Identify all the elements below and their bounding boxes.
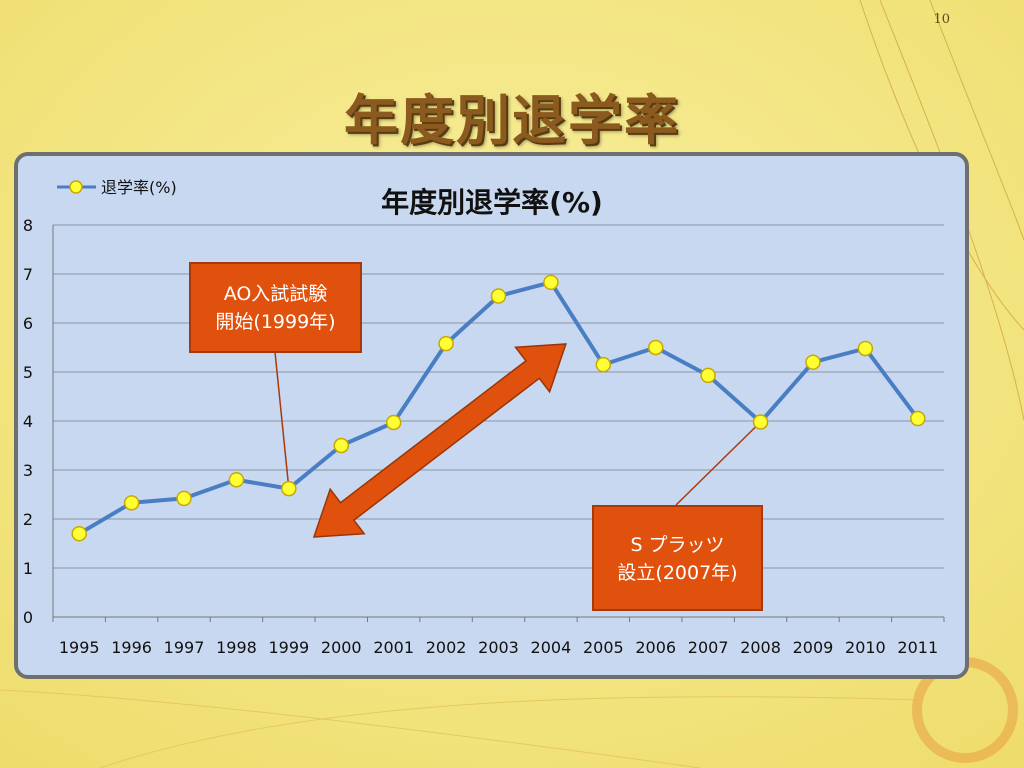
data-point-2011 [910,410,926,427]
x-tick-label: 2008 [740,638,781,657]
y-tick-label: 1 [23,559,33,578]
y-tick-label: 8 [23,216,33,235]
x-tick-label: 2005 [583,638,624,657]
data-point-2004 [543,274,559,291]
data-point-1998 [228,472,245,488]
callout-sp-line2: 設立(2007年) [617,562,738,584]
chart-title: 年度別退学率(%) [381,186,603,219]
y-tick-label: 4 [23,412,33,431]
x-tick-label: 2010 [845,638,886,657]
gridlines [53,224,944,618]
trend-arrow [312,343,567,538]
legend-label: 退学率(%) [101,178,177,197]
y-tick-label: 5 [23,363,33,382]
data-point-1999 [281,480,297,497]
x-tick-label: 2009 [793,638,834,657]
double-arrow [312,343,567,538]
data-point-1995 [71,525,87,542]
x-tick-label: 2004 [531,638,572,657]
data-point-1997 [176,490,192,507]
x-tick-label: 1997 [164,638,205,657]
callout-leaders [274,351,762,506]
axes: 0 1 2 3 4 5 6 7 8 1995 1996 1997 1998 1999 2000 2001 200… [23,216,945,657]
callout-ao-line1: AO入試試験 [223,283,328,305]
data-point-2000 [333,437,350,454]
x-tick-label: 2002 [426,638,467,657]
callout-s-platz: S プラッツ 設立(2007年) [592,505,763,611]
callout-ao-leader [274,351,290,489]
callout-sp-leader [675,421,762,506]
data-point-2008 [752,414,769,430]
x-tick-label: 2011 [897,638,938,657]
x-tick-label: 1998 [216,638,257,657]
data-point-1996 [123,495,140,511]
data-point-2002 [438,335,454,352]
callout-ao-line2: 開始(1999年) [215,311,336,333]
x-tick-label: 2003 [478,638,519,657]
x-tick-label: 1999 [268,638,309,657]
data-point-2010 [857,340,874,357]
x-tick-label: 2007 [688,638,729,657]
slide-title: 年度別退学率 [344,89,680,152]
data-point-2006 [647,339,664,356]
y-tick-label: 3 [23,461,33,480]
legend: 退学率(%) [57,178,177,197]
x-tick-label: 1996 [111,638,152,657]
x-tick-label: 1995 [59,638,100,657]
y-tick-label: 2 [23,510,33,529]
data-point-2009 [805,354,821,370]
callout-sp-line1: S プラッツ [630,534,725,556]
x-tick-label: 2006 [635,638,676,657]
page-number: 10 [933,12,950,27]
data-point-2005 [595,356,612,373]
x-tick-label: 2001 [373,638,414,657]
legend-marker [69,180,83,194]
data-point-2003 [490,288,507,304]
data-point-2001 [385,414,402,431]
x-tick-label: 2000 [321,638,362,657]
callout-ao-exam: AO入試試験 開始(1999年) [189,262,362,353]
y-tick-label: 7 [23,265,33,284]
y-tick-label: 0 [23,608,33,627]
series-layer [71,274,926,542]
y-tick-label: 6 [23,314,33,333]
data-point-2007 [700,367,716,384]
